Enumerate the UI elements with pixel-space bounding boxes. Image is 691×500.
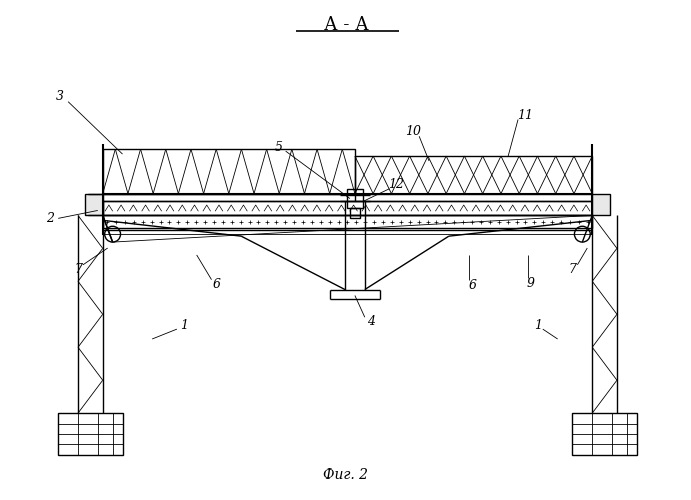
Bar — [103, 216, 592, 228]
Bar — [85, 194, 103, 216]
Text: 11: 11 — [517, 109, 533, 122]
Text: 4: 4 — [367, 314, 375, 328]
Text: 5: 5 — [275, 140, 283, 153]
Bar — [572, 413, 636, 455]
Bar — [347, 188, 363, 208]
Text: 9: 9 — [527, 277, 535, 290]
Text: 3: 3 — [56, 90, 64, 103]
Text: 12: 12 — [388, 178, 404, 191]
Text: 6: 6 — [468, 279, 477, 292]
Bar — [103, 200, 592, 216]
Bar — [350, 208, 360, 218]
Bar — [355, 156, 592, 194]
Bar — [58, 413, 122, 455]
Text: 7: 7 — [569, 264, 576, 276]
Bar — [103, 149, 355, 194]
Text: Фиг. 2: Фиг. 2 — [323, 468, 368, 482]
Text: А - А: А - А — [323, 16, 368, 34]
Text: 1: 1 — [534, 318, 542, 332]
Text: 2: 2 — [46, 212, 55, 225]
Text: 1: 1 — [180, 318, 188, 332]
Text: 7: 7 — [74, 264, 82, 276]
Bar — [592, 194, 610, 216]
Text: 10: 10 — [405, 125, 422, 138]
Text: 6: 6 — [212, 278, 220, 291]
